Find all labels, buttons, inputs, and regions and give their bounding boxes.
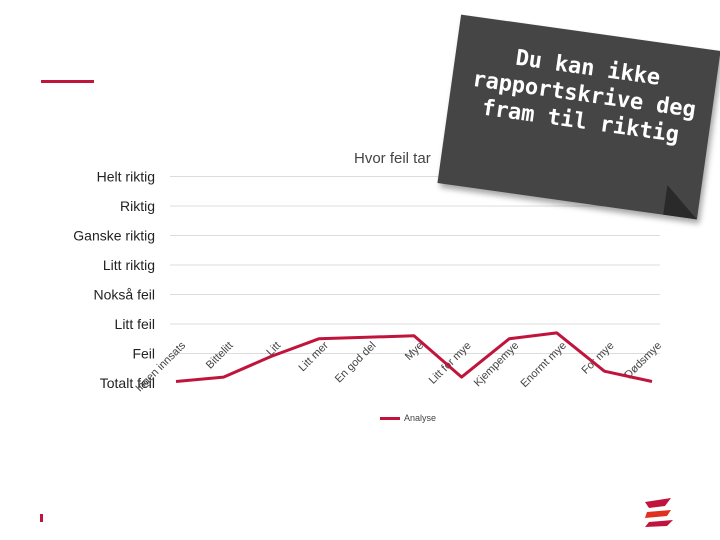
chart-title: Hvor feil tar — [354, 150, 431, 167]
y-tick-label: Litt riktig — [103, 257, 155, 273]
x-axis-labels: Ingen innsats Bittelitt Litt Litt mer En god… — [133, 339, 664, 394]
series-line-analyse — [175, 331, 653, 383]
sticky-note-text: Du kan ikke rapportskrive deg fram til r… — [470, 45, 698, 148]
x-tick-label: Bittelitt — [204, 340, 236, 372]
legend: Analyse — [380, 413, 436, 423]
accent-line — [41, 80, 94, 83]
y-axis-labels: Totalt feil Feil Litt feil Nokså feil Litt r… — [73, 169, 155, 392]
slide-marker — [40, 514, 43, 522]
y-tick-label: Riktig — [120, 198, 155, 214]
gridlines — [170, 176, 660, 354]
x-tick-label: En god del — [333, 340, 379, 386]
y-tick-label: Litt feil — [115, 316, 155, 332]
legend-swatch — [380, 416, 400, 420]
y-tick-label: Helt riktig — [97, 169, 155, 185]
y-tick-label: Ganske riktig — [73, 228, 155, 244]
y-tick-label: Feil — [132, 346, 155, 362]
x-tick-label: Litt for mye — [427, 340, 474, 387]
x-tick-label: Enormt mye — [519, 340, 569, 390]
y-tick-label: Nokså feil — [94, 287, 155, 303]
sticky-note-fold — [663, 184, 702, 220]
y-tick-label: Totalt feil — [100, 375, 155, 391]
legend-label: Analyse — [404, 413, 437, 423]
brand-logo — [645, 498, 673, 527]
sticky-note: Du kan ikke rapportskrive deg fram til r… — [437, 14, 720, 220]
